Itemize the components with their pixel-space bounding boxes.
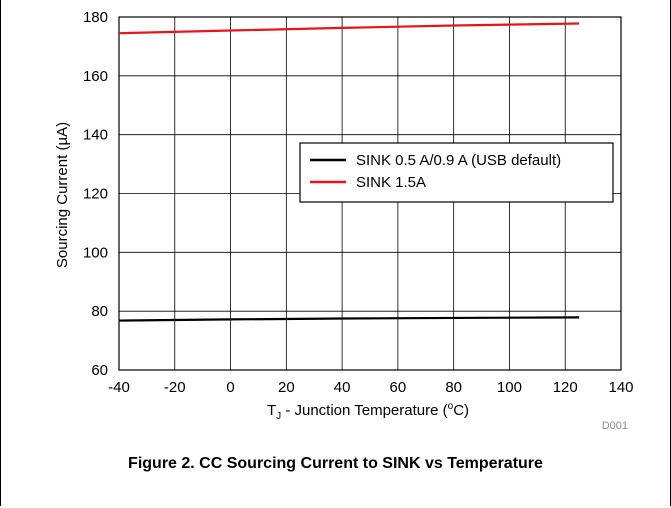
x-tick-label: 60 [390,379,407,396]
y-tick-label: 180 [83,9,108,26]
figure-caption: Figure 2. CC Sourcing Current to SINK vs… [128,455,543,472]
legend-label-1-5a: SINK 1.5A [356,174,426,191]
y-tick-label: 120 [83,186,108,203]
tick-labels: -40 -20 0 20 40 60 80 100 120 140 60 80 100 120 140 160… [83,9,634,396]
figure-code-label: D001 [602,420,628,432]
chart: -40 -20 0 20 40 60 80 100 120 140 60 80 100 120 140 160… [54,9,634,432]
series-line-usb-default [118,316,580,322]
y-tick-label: 80 [91,303,108,320]
legend-label-usb-default: SINK 0.5 A/0.9 A (USB default) [356,152,561,169]
x-tick-label: -40 [108,379,130,396]
y-tick-label: 160 [83,68,108,85]
y-tick-label: 100 [83,244,108,261]
y-tick-label: 60 [91,362,108,379]
x-tick-label: 100 [497,379,522,396]
x-tick-label: 40 [334,379,351,396]
x-tick-label: 80 [445,379,462,396]
series-lines [118,22,580,322]
legend: SINK 0.5 A/0.9 A (USB default) SINK 1.5A [299,142,614,203]
plot-border [118,16,622,371]
y-axis-title: Sourcing Current (µA) [54,122,71,268]
x-tick-label: -20 [164,379,186,396]
x-tick-label: 20 [278,379,295,396]
x-axis-title: TJ - Junction Temperature (oC) [267,401,469,422]
x-tick-label: 140 [608,379,633,396]
x-tick-label: 0 [226,379,234,396]
series-line-1-5a [118,22,580,35]
y-tick-label: 140 [83,127,108,144]
legend-box [299,142,614,203]
x-tick-label: 120 [553,379,578,396]
